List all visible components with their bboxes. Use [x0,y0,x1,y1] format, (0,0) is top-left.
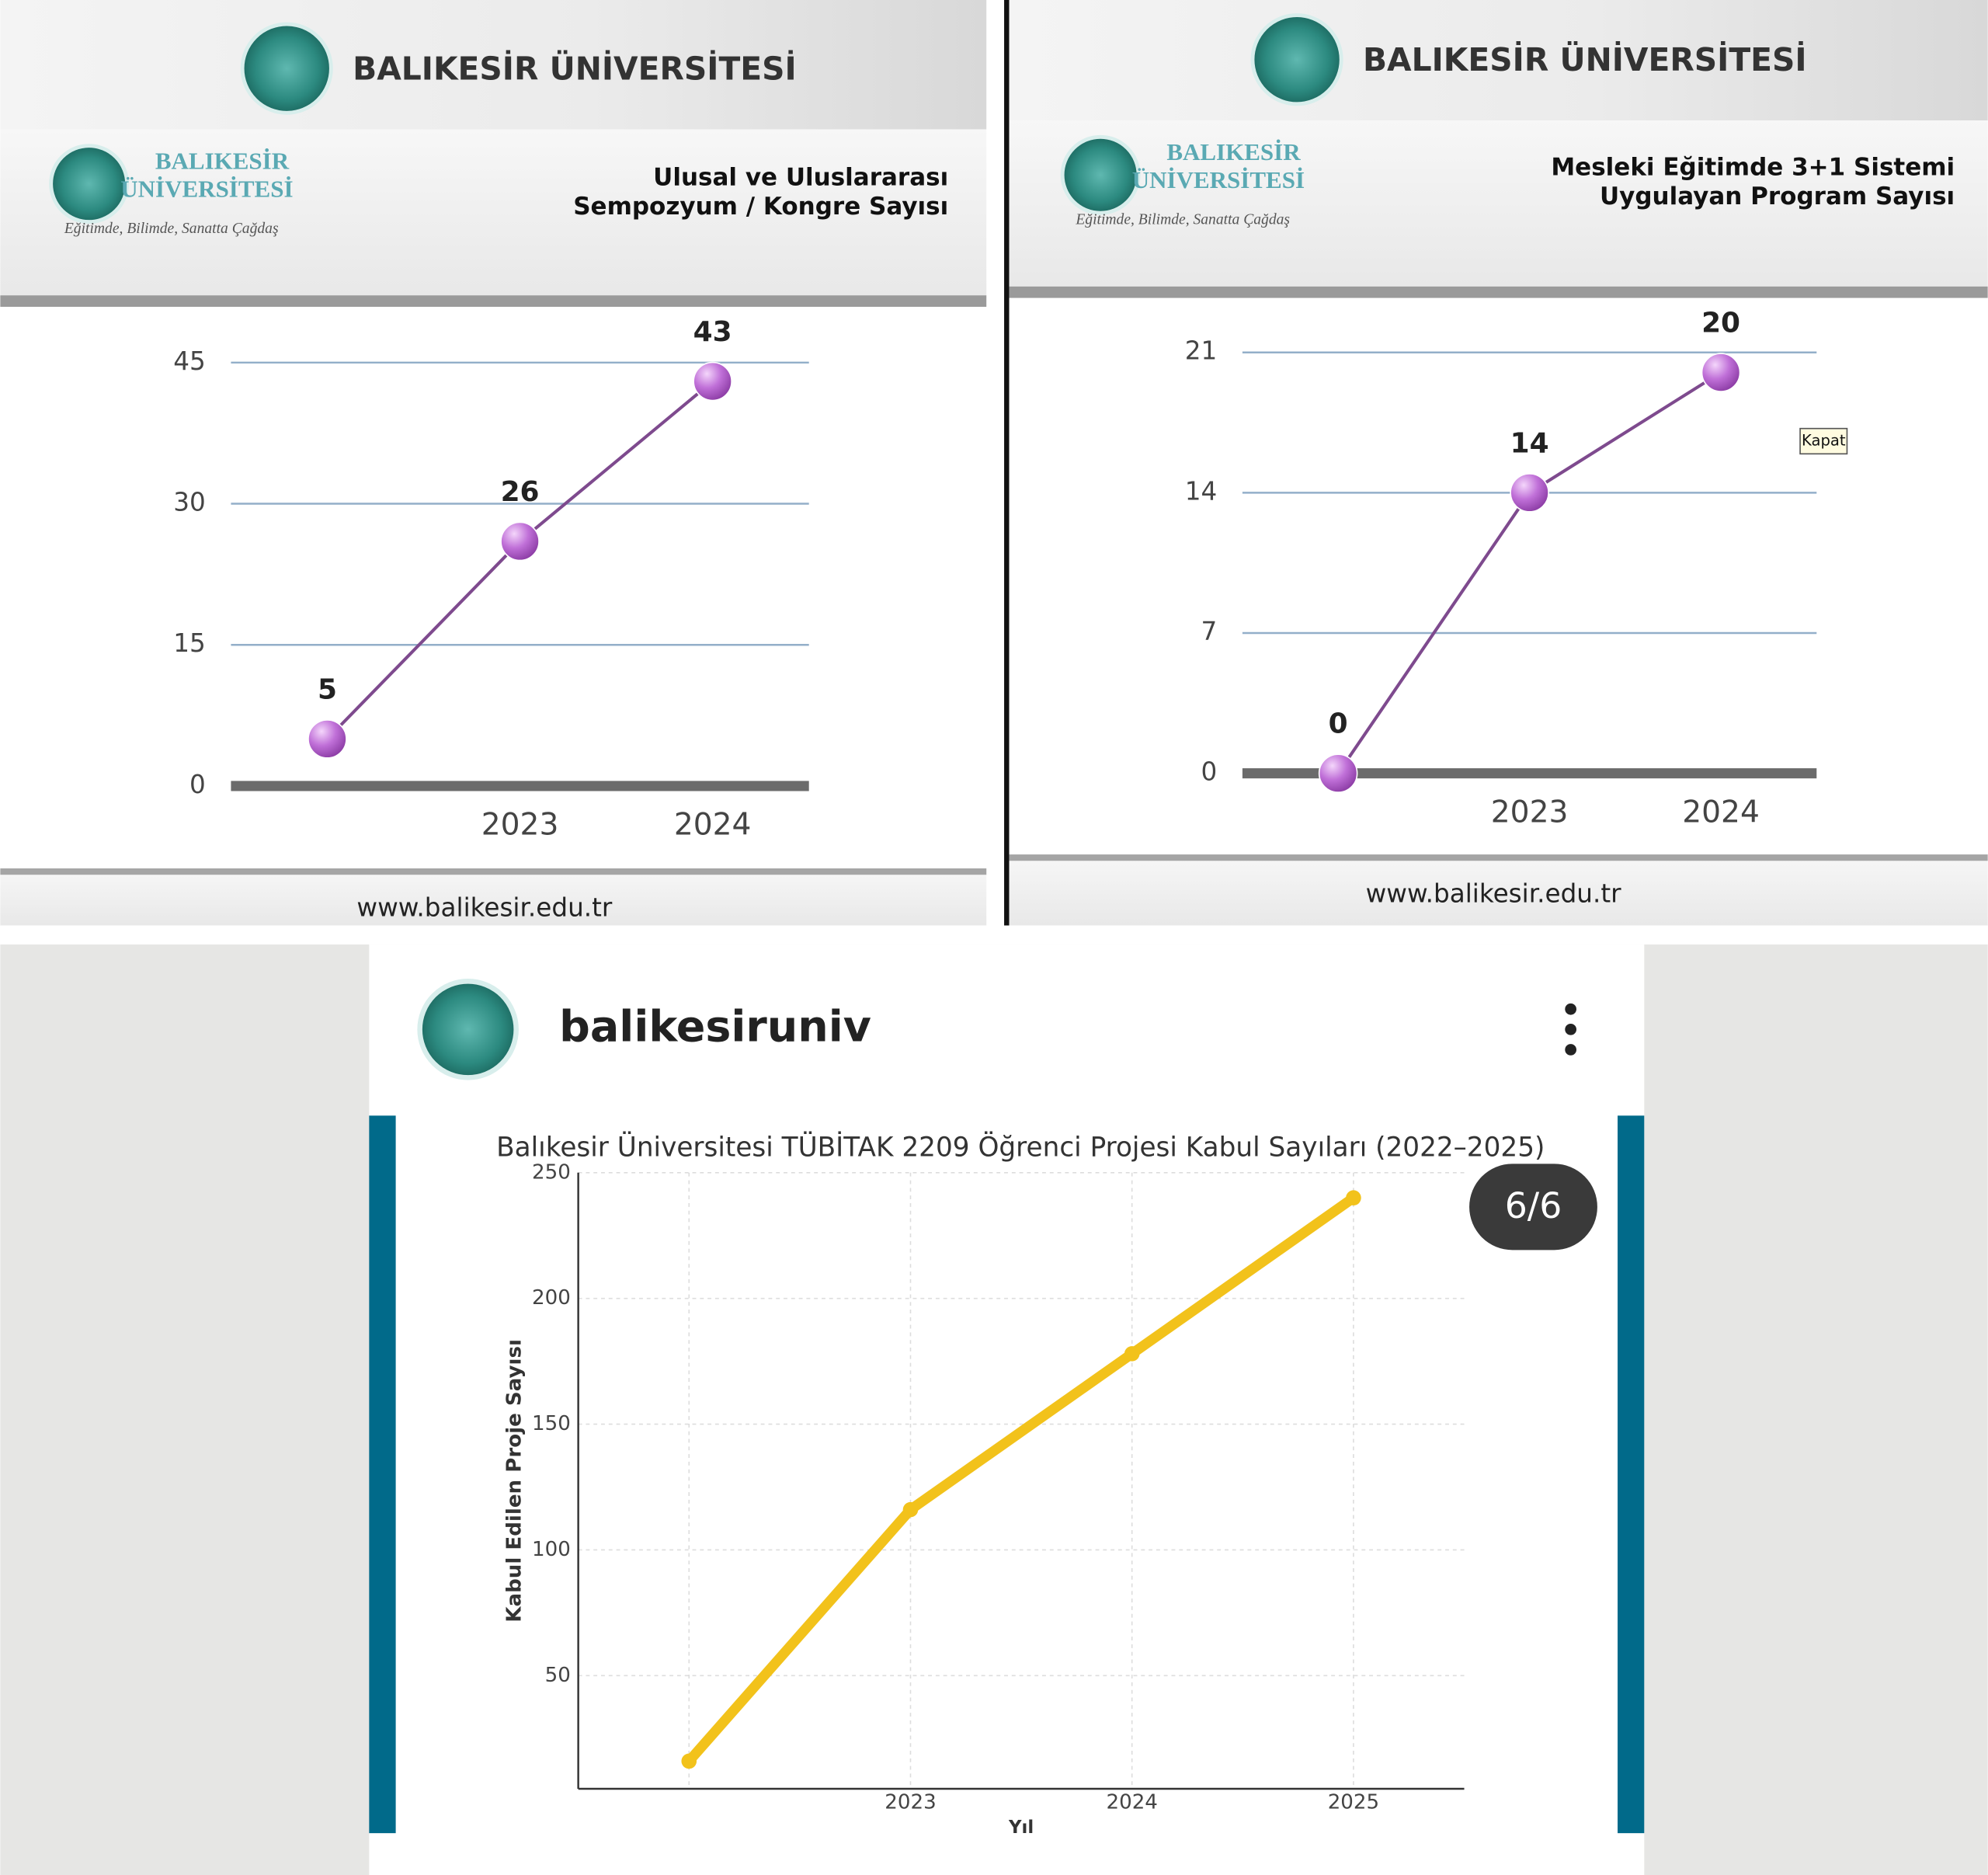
header [0,0,987,130]
tooltip[interactable]: Kapat [1802,432,1846,450]
data-point [1701,353,1741,392]
data-point [1318,753,1358,793]
x-tick-label: 2023 [885,1790,936,1814]
brand: BALIKESİR ÜNİVERSİTESİ [353,50,797,87]
account-name[interactable]: balikesiruniv [559,1001,871,1052]
y-tick-label: 0 [1201,757,1217,787]
post-card [369,944,1645,1875]
divider [0,295,987,307]
y-tick-label: 14 [1185,476,1218,506]
y-tick-label: 0 [189,770,206,799]
panel: BALIKESİR ÜNİVERSİTESİ BALIKESİR ÜNİVERS… [0,0,987,926]
footer [0,868,987,926]
dot[interactable] [1565,1023,1576,1035]
data-label: 20 [1701,308,1740,339]
data-point [681,1753,697,1769]
footer [1009,854,1988,926]
data-point [1510,473,1549,513]
y-tick-label: 7 [1201,617,1217,646]
data-point [693,361,732,402]
x-tick-label: 2023 [1491,795,1569,830]
data-label: 5 [318,673,337,705]
divider [0,868,987,875]
website: www.balikesir.edu.tr [356,892,613,922]
panel: BALIKESİR ÜNİVERSİTESİ BALIKESİR ÜNİVERS… [1009,0,1988,926]
data-point [1124,1346,1140,1362]
y-axis-label: Kabul Edilen Proje Sayısı [503,1339,527,1623]
dot[interactable] [1565,1044,1576,1056]
avatar[interactable] [417,979,519,1080]
chart-title: Balıkesir Üniversitesi TÜBİTAK 2209 Öğre… [496,1131,1545,1163]
tooltip-box[interactable] [1799,427,1848,455]
x-axis-label: Yıl [1008,1818,1034,1838]
y-tick-label: 45 [173,346,206,376]
dot[interactable] [1565,1003,1576,1015]
header [1009,0,1988,121]
y-tick-label: 100 [532,1538,571,1561]
y-tick-label: 30 [173,488,206,517]
chart-title: Ulusal ve Uluslararası [653,164,948,192]
logo-name: ÜNİVERSİTESİ [1132,166,1305,193]
data-point [500,521,540,562]
data-label: 43 [693,316,732,348]
y-tick-label: 50 [545,1664,571,1687]
data-point [308,719,347,759]
data-point [1346,1190,1361,1205]
logo-name: BALIKESİR [1166,138,1301,165]
logo [240,22,333,115]
image-border [369,1115,396,1834]
y-tick-label: 250 [532,1160,571,1184]
logo-name: BALIKESİR [155,148,290,175]
divider [1009,286,1988,298]
data-label: 0 [1329,708,1348,740]
x-tick-label: 2024 [1106,1790,1157,1814]
data-point [902,1501,919,1518]
x-tick-label: 2024 [674,808,752,843]
brand: BALIKESİR ÜNİVERSİTESİ [1363,41,1807,78]
y-tick-label: 15 [173,628,206,658]
x-tick-label: 2024 [1682,795,1760,830]
y-tick-label: 200 [532,1286,571,1310]
x-tick-label: 2025 [1328,1790,1379,1814]
data-line [685,1193,1357,1765]
divider [1009,854,1988,861]
logo [49,144,130,224]
title-band [1009,120,1988,288]
data-label: 26 [501,476,540,508]
website: www.balikesir.edu.tr [1366,878,1622,908]
y-tick-label: 150 [532,1412,571,1435]
more-menu[interactable] [1565,1003,1576,1056]
x-tick-label: 2023 [481,808,559,843]
baseline [1242,768,1817,779]
counter: 6/6 [1505,1185,1562,1226]
separator [1004,0,1010,926]
logo [1060,134,1141,215]
data-label: 14 [1510,427,1549,459]
y-tick-label: 21 [1185,336,1218,366]
baseline [231,781,809,791]
image-border [1618,1115,1645,1834]
title-band [0,129,987,298]
logo-name: ÜNİVERSİTESİ [120,176,293,203]
chart-title: Mesleki Eğitimde 3+1 Sistemi [1551,154,1955,182]
logo [1250,13,1343,106]
motto: Eğitimde, Bilimde, Sanatta Çağdaş [64,221,279,237]
counter-pill [1469,1164,1597,1251]
chart-title: Uygulayan Program Sayısı [1600,183,1955,210]
chart-title: Sempozyum / Kongre Sayısı [573,193,948,221]
motto: Eğitimde, Bilimde, Sanatta Çağdaş [1075,212,1290,228]
